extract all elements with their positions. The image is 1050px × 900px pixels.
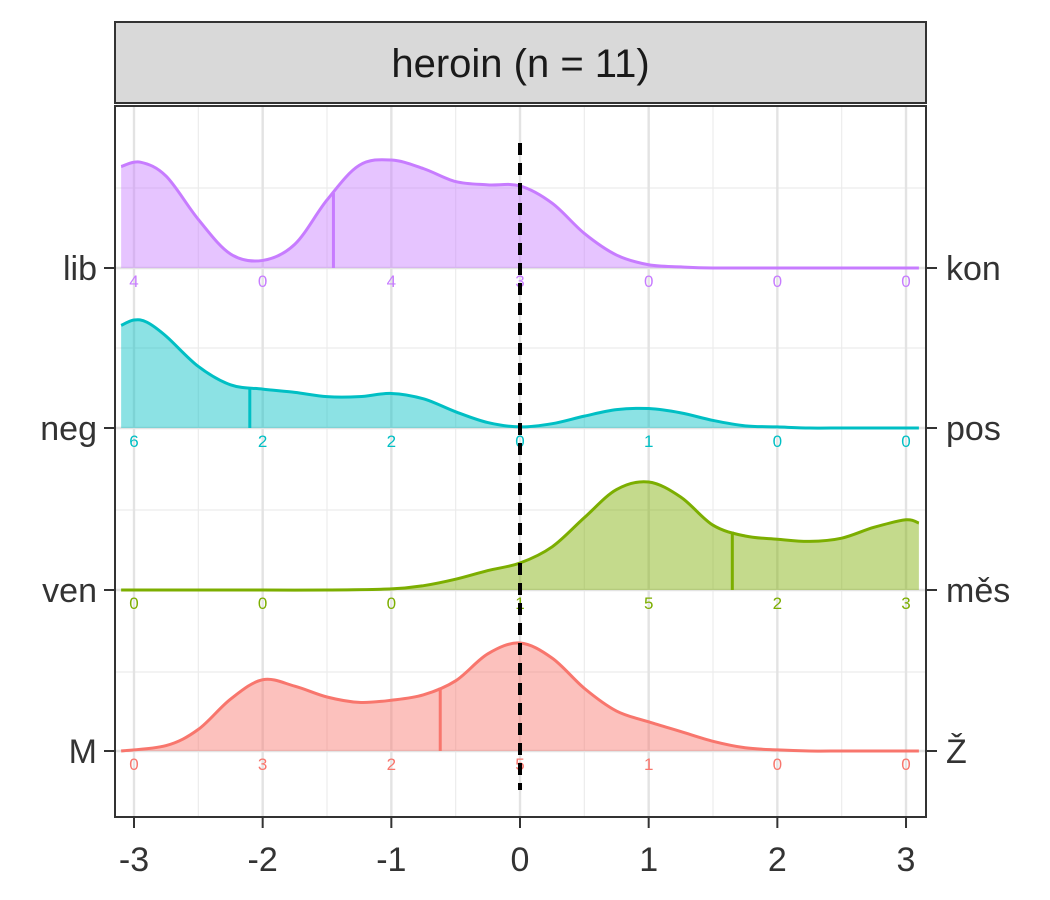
density-area [121,642,919,752]
density-curve [120,318,919,430]
x-tick-label: 2 [768,841,787,879]
y-label-left: lib [63,250,97,288]
count-label: 2 [258,432,267,451]
y-label-left: ven [42,572,97,610]
count-label: 0 [901,432,910,451]
count-label: 1 [644,432,653,451]
count-label: 2 [773,594,782,613]
count-label: 0 [773,755,782,774]
count-label: 0 [901,272,910,291]
density-curve [121,480,920,592]
x-tick-label: -3 [119,841,149,879]
count-label: 3 [258,755,267,774]
facet-strip [114,21,927,104]
count-label: 0 [644,272,653,291]
count-label: 3 [515,272,524,291]
count-label: 1 [644,755,653,774]
y-label-right: kon [946,250,1001,288]
count-label: 0 [387,594,396,613]
count-label: 6 [129,432,138,451]
count-label: 0 [129,594,138,613]
count-label: 0 [258,272,267,291]
density-area [121,481,919,591]
count-label: 0 [773,272,782,291]
count-label: 2 [387,432,396,451]
count-label: 2 [387,755,396,774]
x-tick-label: 1 [639,841,658,879]
count-label: 0 [901,755,910,774]
count-label: 0 [773,432,782,451]
count-label: 3 [901,594,910,613]
y-label-left: neg [40,410,97,448]
count-label: 4 [387,272,396,291]
density-area [121,319,919,429]
count-label: 0 [129,755,138,774]
y-label-right: měs [946,572,1010,610]
count-label: 4 [129,272,138,291]
density-curve [120,158,919,270]
count-label: 0 [258,594,267,613]
y-label-left: M [69,733,97,771]
facet-title: heroin (n = 11) [391,42,649,86]
ridge-neg: 6 2 2 0 1 0 0 [120,318,919,451]
y-label-right: pos [946,410,1001,448]
x-tick-label: 0 [511,841,530,879]
count-label: 5 [644,594,653,613]
x-tick-label: 3 [897,841,916,879]
y-label-right: Ž [946,733,967,771]
count-label: 0 [515,432,524,451]
x-tick-label: -2 [248,841,278,879]
x-tick-label: -1 [376,841,406,879]
